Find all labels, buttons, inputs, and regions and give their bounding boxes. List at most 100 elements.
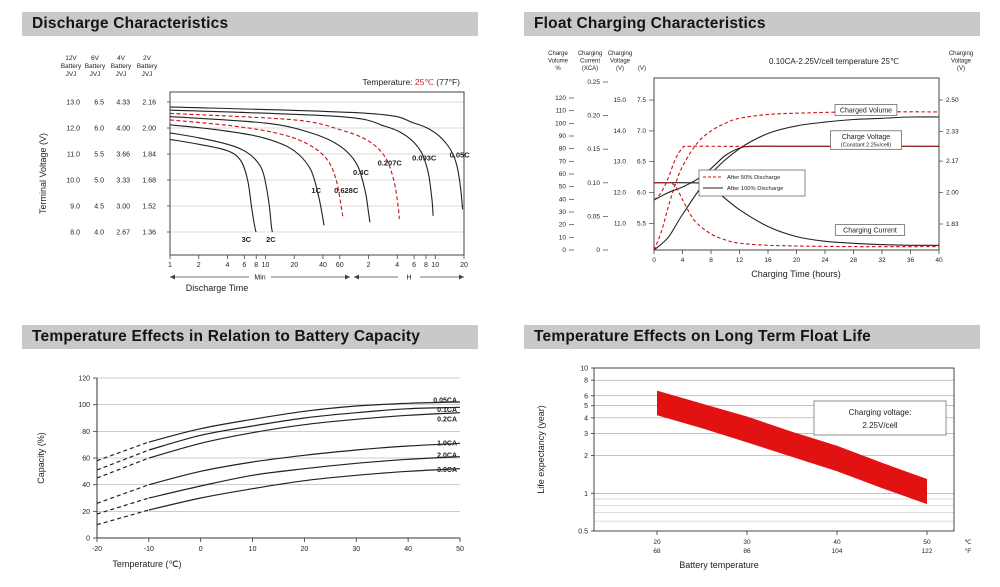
svg-text:20: 20 (653, 539, 661, 546)
svg-text:°F: °F (965, 547, 972, 555)
svg-text:50: 50 (456, 546, 464, 553)
svg-text:70: 70 (559, 158, 567, 165)
svg-text:86: 86 (743, 548, 751, 555)
svg-text:2.00: 2.00 (142, 126, 156, 133)
svg-text:5.0: 5.0 (94, 178, 104, 185)
svg-text:JVJ: JVJ (142, 71, 153, 78)
svg-text:20: 20 (301, 546, 309, 553)
svg-text:12: 12 (736, 257, 744, 264)
svg-text:%: % (555, 66, 561, 72)
svg-text:Charging Time (hours): Charging Time (hours) (751, 269, 841, 279)
svg-text:5: 5 (584, 403, 588, 410)
svg-text:0.1CA: 0.1CA (437, 407, 457, 414)
svg-text:50: 50 (559, 184, 567, 191)
svg-text:12.0: 12.0 (613, 190, 626, 197)
svg-text:Charging: Charging (608, 51, 632, 57)
discharge-chart-svg: 12VBatteryJVJ13.012.011.010.09.08.06VBat… (38, 55, 471, 293)
svg-text:4.33: 4.33 (116, 100, 130, 107)
panel-title-temp-capacity: Temperature Effects in Relation to Batte… (22, 325, 478, 349)
svg-text:Battery: Battery (111, 63, 132, 70)
svg-text:5.5: 5.5 (94, 152, 104, 159)
svg-text:0.20: 0.20 (587, 113, 600, 120)
svg-text:28: 28 (850, 257, 858, 264)
svg-text:6.5: 6.5 (637, 159, 646, 166)
svg-text:Charged Volume: Charged Volume (840, 108, 892, 115)
svg-text:24: 24 (821, 257, 829, 264)
svg-text:2.17: 2.17 (946, 158, 959, 165)
svg-text:1.84: 1.84 (142, 152, 156, 159)
svg-text:Charging: Charging (578, 51, 602, 57)
svg-text:12V: 12V (65, 55, 77, 62)
svg-text:1.68: 1.68 (142, 178, 156, 185)
svg-text:20: 20 (559, 222, 567, 229)
svg-text:After 50% Discharge: After 50% Discharge (727, 175, 780, 181)
svg-text:32: 32 (878, 257, 886, 264)
svg-text:10: 10 (262, 262, 270, 269)
svg-text:0.15: 0.15 (587, 146, 600, 153)
svg-text:(V): (V) (638, 66, 646, 72)
svg-text:2: 2 (584, 453, 588, 460)
svg-text:6.0: 6.0 (94, 126, 104, 133)
svg-text:Battery: Battery (137, 63, 158, 70)
svg-text:JVJ: JVJ (116, 71, 127, 78)
svg-text:(V): (V) (616, 66, 624, 72)
svg-text:6V: 6V (91, 55, 100, 62)
svg-text:0.05CA: 0.05CA (433, 398, 457, 405)
svg-text:100: 100 (555, 120, 566, 127)
svg-text:2: 2 (197, 262, 201, 269)
svg-text:104: 104 (832, 548, 843, 555)
svg-text:2.16: 2.16 (142, 100, 156, 107)
svg-text:8: 8 (424, 262, 428, 269)
svg-text:Battery temperature: Battery temperature (679, 560, 759, 570)
svg-text:Charging voltage:: Charging voltage: (849, 408, 912, 417)
svg-text:1.36: 1.36 (142, 230, 156, 237)
svg-text:16: 16 (764, 257, 772, 264)
svg-text:0.628C: 0.628C (334, 186, 359, 195)
svg-text:0.2CA: 0.2CA (437, 416, 457, 423)
svg-text:8: 8 (254, 262, 258, 269)
svg-text:℃: ℃ (964, 539, 972, 546)
svg-text:90: 90 (559, 133, 567, 140)
svg-text:40: 40 (82, 482, 90, 489)
svg-text:Volume: Volume (548, 59, 569, 65)
svg-text:2V: 2V (143, 55, 152, 62)
svg-text:15.0: 15.0 (613, 97, 626, 104)
svg-text:4: 4 (681, 257, 685, 264)
svg-text:0: 0 (596, 247, 600, 254)
discharge-chart: 12V Battery JVJ 13.0 12.0 11.0 10.0 9.0 8.0 6V Bat… (12, 40, 488, 300)
panel-temp-capacity: Temperature Effects in Relation to Batte… (12, 325, 488, 581)
svg-text:7.0: 7.0 (637, 128, 646, 135)
svg-text:Charging Current: Charging Current (843, 228, 897, 235)
svg-text:13.0: 13.0 (66, 100, 80, 107)
svg-text:Min: Min (254, 275, 265, 282)
svg-text:10: 10 (559, 234, 567, 241)
svg-text:2C: 2C (266, 235, 276, 244)
svg-text:40: 40 (319, 262, 327, 269)
svg-text:13.0: 13.0 (613, 159, 626, 166)
svg-text:14.0: 14.0 (613, 128, 626, 135)
svg-text:4V: 4V (117, 55, 126, 62)
svg-text:0.093C: 0.093C (412, 154, 437, 163)
svg-text:JVJ: JVJ (90, 71, 101, 78)
svg-text:60: 60 (336, 262, 344, 269)
svg-text:0.05C: 0.05C (450, 150, 471, 159)
svg-text:Temperature (℃): Temperature (℃) (112, 559, 181, 569)
svg-text:5.5: 5.5 (637, 220, 646, 227)
temp-capacity-chart: 0 20 40 60 80 100 120 -20 -10 0 10 20 30 40 50 Temperat… (12, 353, 488, 581)
svg-text:11.0: 11.0 (67, 152, 80, 159)
svg-text:6: 6 (584, 393, 588, 400)
float-charging-chart: Charge Volume% Charging Current (XCA) Chargin… (514, 40, 990, 300)
svg-text:50: 50 (923, 539, 931, 546)
svg-text:(Constant 2.25v/cell): (Constant 2.25v/cell) (841, 142, 892, 148)
svg-text:40: 40 (404, 546, 412, 553)
svg-text:20: 20 (460, 262, 468, 269)
panel-discharge: Discharge Characteristics 12V Battery JVJ 1… (12, 12, 488, 300)
svg-text:Charge Voltage: Charge Voltage (842, 134, 890, 141)
svg-text:11.0: 11.0 (614, 220, 627, 227)
svg-text:H: H (406, 275, 411, 282)
svg-text:1.52: 1.52 (142, 204, 156, 211)
svg-text:7.5: 7.5 (637, 97, 646, 104)
svg-text:110: 110 (556, 108, 567, 115)
panel-float-life: Temperature Effects on Long Term Float L… (514, 325, 990, 581)
